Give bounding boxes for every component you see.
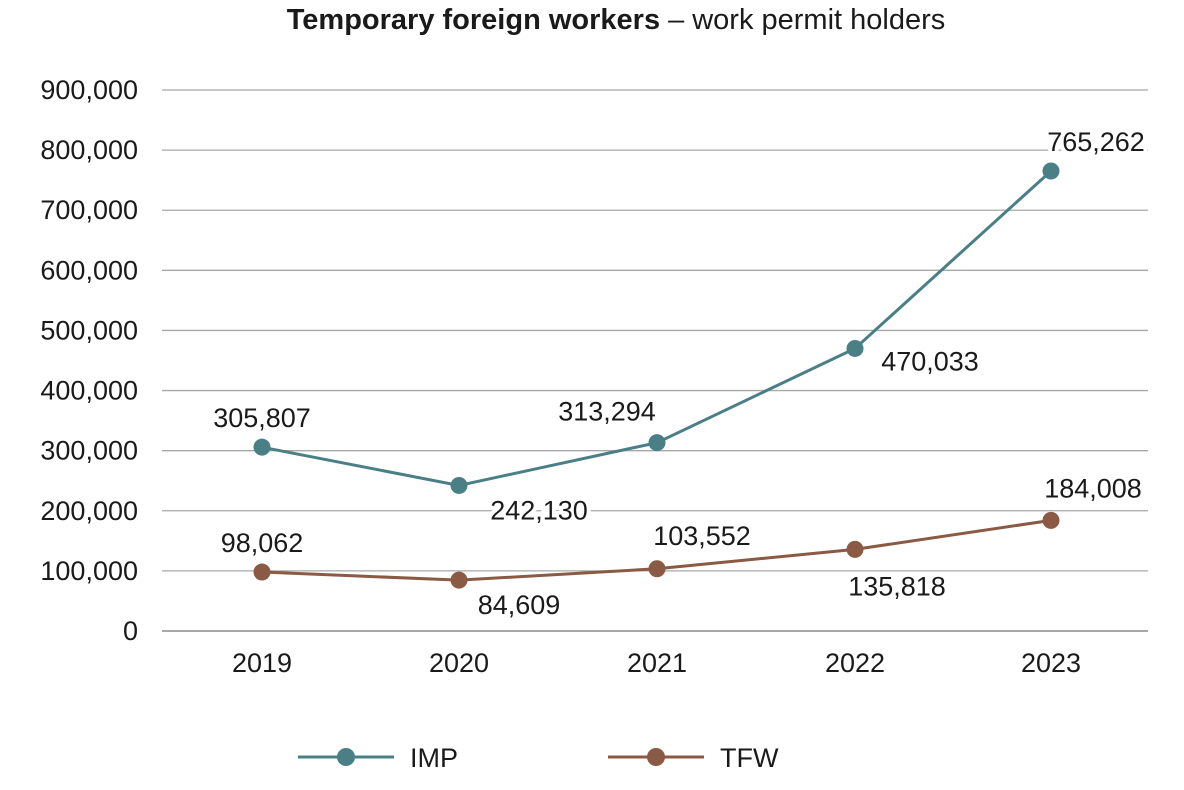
y-tick-label: 800,000 bbox=[40, 135, 138, 165]
data-label-tfw: 98,062 bbox=[221, 528, 304, 558]
legend-marker-imp bbox=[337, 748, 355, 766]
data-label-imp: 313,294 bbox=[558, 397, 656, 427]
data-point-tfw bbox=[648, 560, 666, 578]
y-tick-label: 400,000 bbox=[40, 376, 138, 406]
data-label-imp: 242,130 bbox=[490, 495, 588, 525]
x-tick-label: 2020 bbox=[429, 648, 489, 678]
y-tick-label: 300,000 bbox=[40, 436, 138, 466]
data-point-imp bbox=[846, 339, 864, 357]
x-axis-ticks: 2019 2020 2021 2022 2023 bbox=[232, 648, 1081, 678]
x-tick-label: 2022 bbox=[825, 648, 885, 678]
data-label-tfw: 103,552 bbox=[653, 521, 751, 551]
data-label-imp: 765,262 bbox=[1047, 127, 1145, 157]
data-point-tfw bbox=[846, 540, 864, 558]
data-point-imp bbox=[648, 434, 666, 452]
data-label-imp: 305,807 bbox=[213, 403, 311, 433]
x-tick-label: 2019 bbox=[232, 648, 292, 678]
data-point-tfw bbox=[1042, 511, 1060, 529]
data-point-tfw bbox=[450, 571, 468, 589]
title-separator: – bbox=[668, 4, 685, 36]
series-lines bbox=[253, 162, 1060, 589]
data-label-tfw: 135,818 bbox=[848, 571, 946, 601]
y-tick-label: 600,000 bbox=[40, 255, 138, 285]
legend-marker-tfw bbox=[647, 748, 665, 766]
data-labels: 305,807 242,130 313,294 470,033 765,262 98,06… bbox=[209, 123, 1149, 624]
data-point-imp bbox=[450, 476, 468, 494]
y-tick-label: 500,000 bbox=[40, 315, 138, 345]
title-subtitle: work permit holders bbox=[692, 4, 946, 36]
y-tick-label: 0 bbox=[123, 616, 138, 646]
y-axis-ticks: 0 100,000 200,000 300,000 400,000 500,000 600,… bbox=[40, 75, 138, 646]
x-tick-label: 2021 bbox=[627, 648, 687, 678]
y-tick-label: 200,000 bbox=[40, 496, 138, 526]
data-label-tfw: 84,609 bbox=[478, 590, 561, 620]
title-main: Temporary foreign workers bbox=[286, 4, 661, 36]
legend-label-imp: IMP bbox=[410, 743, 458, 773]
legend-label-tfw: TFW bbox=[720, 743, 779, 773]
data-point-imp bbox=[1042, 162, 1060, 180]
x-tick-label: 2023 bbox=[1021, 648, 1081, 678]
data-point-imp bbox=[253, 438, 271, 456]
chart-title: Temporary foreign workers – work permit ho… bbox=[0, 4, 1184, 37]
y-tick-label: 700,000 bbox=[40, 195, 138, 225]
y-tick-label: 100,000 bbox=[40, 556, 138, 586]
data-label-imp: 470,033 bbox=[881, 346, 979, 376]
data-label-tfw: 184,008 bbox=[1044, 473, 1142, 503]
data-point-tfw bbox=[253, 563, 271, 581]
y-tick-label: 900,000 bbox=[40, 75, 138, 105]
legend: IMP TFW bbox=[298, 743, 779, 773]
